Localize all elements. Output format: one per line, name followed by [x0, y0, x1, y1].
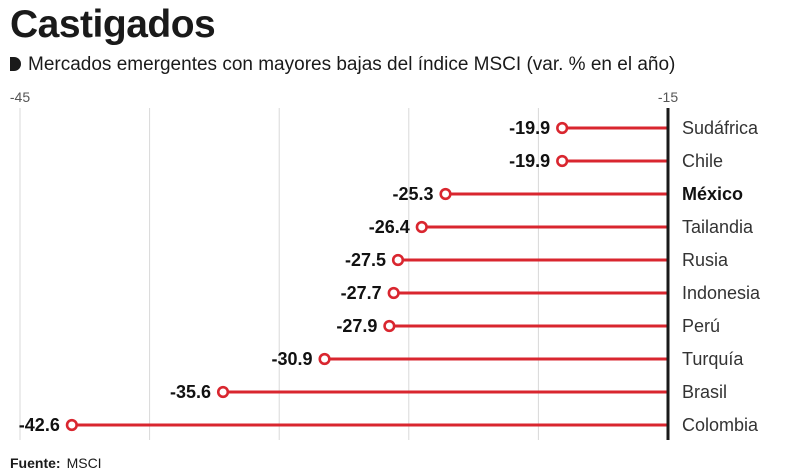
chart-subtitle: Mercados emergentes con mayores bajas de…: [10, 53, 675, 77]
source-value: MSCI: [66, 455, 102, 471]
subtitle-bullet-icon: [10, 57, 21, 71]
value-label: -27.5: [345, 250, 386, 270]
value-label: -27.7: [341, 283, 382, 303]
x-tick-label: -45: [10, 89, 30, 105]
value-label: -19.9: [509, 151, 550, 171]
lollipop-dot: [65, 418, 78, 432]
lollipop-dot: [439, 187, 452, 201]
category-label: Rusia: [682, 250, 729, 270]
lollipop-dot: [383, 319, 396, 333]
category-label: Brasil: [682, 382, 727, 402]
source-note: Fuente: MSCI: [10, 454, 102, 472]
value-label: -19.9: [509, 118, 550, 138]
x-tick-label: -15: [658, 89, 678, 105]
value-label: -30.9: [272, 349, 313, 369]
chart-title: Castigados: [10, 3, 216, 46]
value-label: -35.6: [170, 382, 211, 402]
category-label: Turquía: [682, 349, 744, 369]
category-label: Indonesia: [682, 283, 761, 303]
lollipop-dot: [387, 286, 400, 300]
value-label: -26.4: [369, 217, 410, 237]
value-label: -25.3: [392, 184, 433, 204]
lollipop-dot: [556, 154, 569, 168]
category-label: Tailandia: [682, 217, 754, 237]
category-label: Sudáfrica: [682, 118, 759, 138]
lollipop-dot: [216, 385, 230, 399]
subtitle-text: Mercados emergentes con mayores bajas de…: [28, 54, 676, 75]
category-label: Perú: [682, 316, 720, 336]
lollipop-dot: [556, 121, 569, 135]
source-label: Fuente:: [10, 455, 61, 471]
lollipop-dot: [318, 352, 331, 366]
category-label: Colombia: [682, 415, 759, 435]
lollipop-chart: -45 -15 -19.9 Sudáfrica -19.9 Chile -25.3 Méxic…: [10, 89, 761, 440]
value-label: -27.9: [336, 316, 377, 336]
category-label: Chile: [682, 151, 723, 171]
lollipop-dot: [415, 220, 428, 234]
category-label: México: [682, 184, 743, 204]
lollipop-dot: [391, 253, 405, 267]
value-label: -42.6: [19, 415, 60, 435]
